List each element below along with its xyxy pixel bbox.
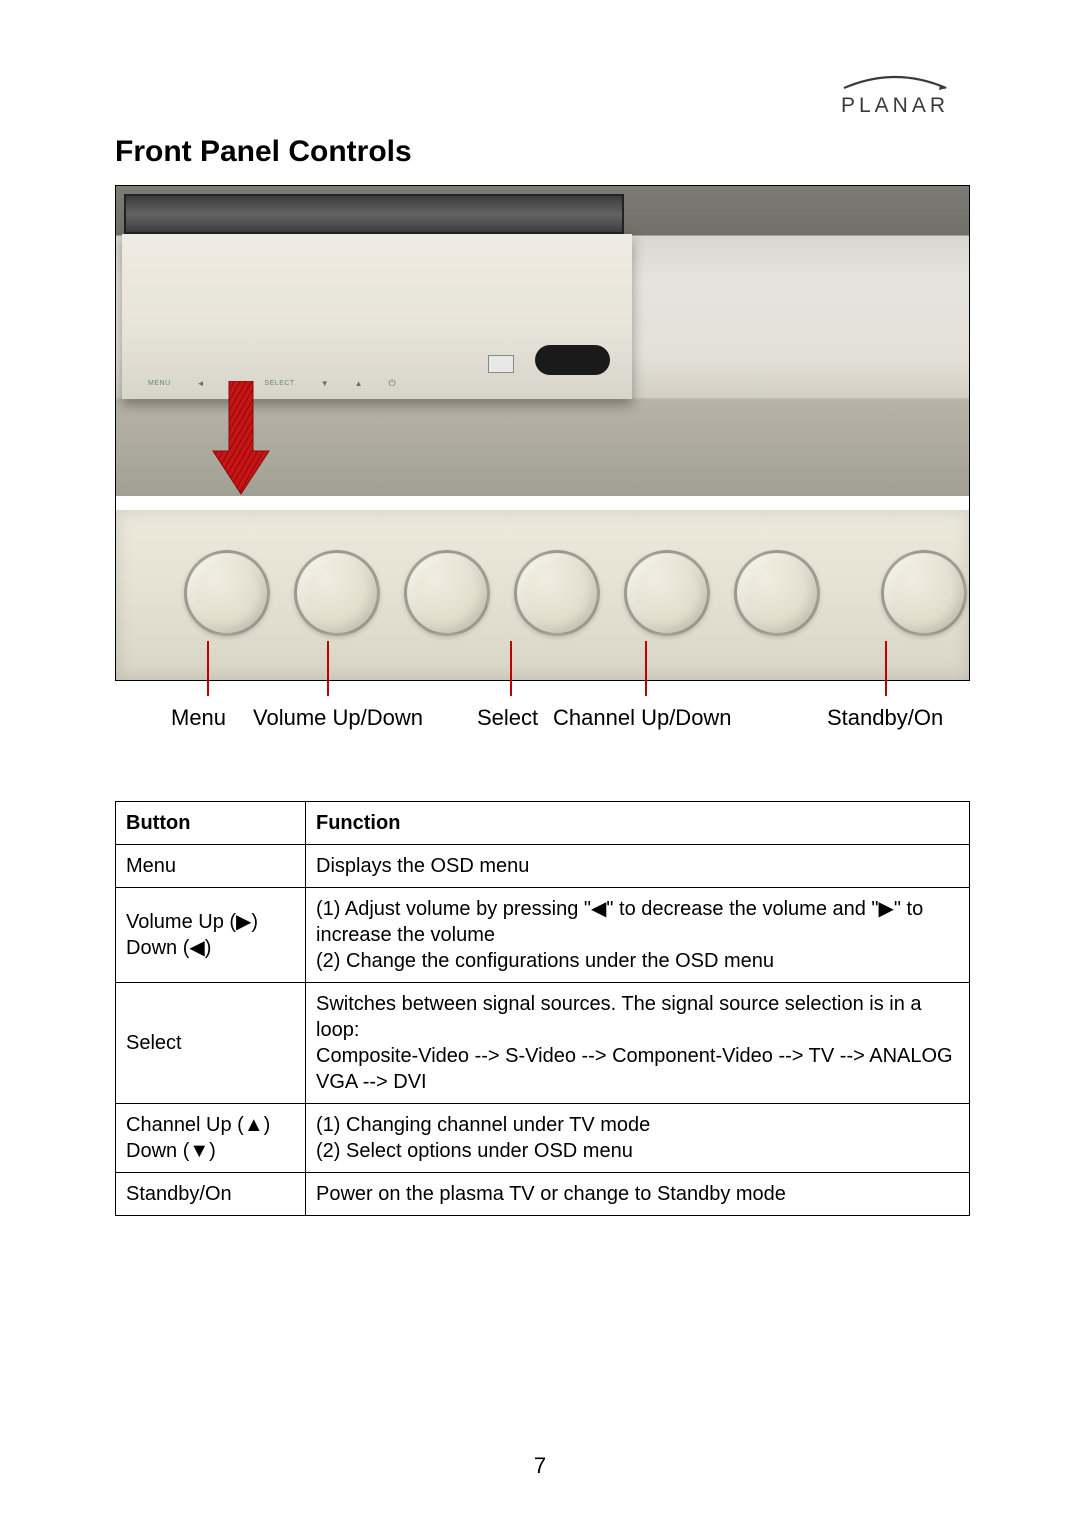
figure-container: MENU ◄ ► SELECT ▼ ▲ ⏻ xyxy=(115,185,970,681)
panel-button xyxy=(624,550,710,636)
buttons-closeup-photo xyxy=(116,510,969,680)
planar-swoosh-icon xyxy=(840,70,950,92)
function-table: Button Function MenuDisplays the OSD men… xyxy=(115,801,970,1216)
cell-button: Menu xyxy=(116,845,306,888)
table-header-function: Function xyxy=(306,802,970,845)
callout-label: Volume Up/Down xyxy=(253,705,423,731)
callout-line xyxy=(207,641,209,696)
attention-arrow-icon xyxy=(211,381,271,496)
callout-label: Select xyxy=(477,705,538,731)
callout-label: Menu xyxy=(171,705,226,731)
callout-line xyxy=(510,641,512,696)
cell-button: Channel Up (▲)Down (▼) xyxy=(116,1104,306,1173)
callout-line xyxy=(885,641,887,696)
callout-label: Standby/On xyxy=(827,705,943,731)
cell-function: Power on the plasma TV or change to Stan… xyxy=(306,1173,970,1216)
page-title: Front Panel Controls xyxy=(115,135,970,169)
table-row: Channel Up (▲)Down (▼)(1) Changing chann… xyxy=(116,1104,970,1173)
cell-function: (1) Adjust volume by pressing "◀" to dec… xyxy=(306,888,970,983)
panel-button xyxy=(514,550,600,636)
panel-button xyxy=(404,550,490,636)
cell-button: Volume Up (▶)Down (◀) xyxy=(116,888,306,983)
button-callouts: Menu Volume Up/Down Select Channel Up/Down S… xyxy=(115,681,970,771)
panel-button-strip: MENU ◄ ► SELECT ▼ ▲ ⏻ xyxy=(148,378,396,389)
ir-window xyxy=(535,345,610,375)
cell-function: Displays the OSD menu xyxy=(306,845,970,888)
cell-function: (1) Changing channel under TV mode(2) Se… xyxy=(306,1104,970,1173)
brand-name: PLANAR xyxy=(840,94,950,118)
page-number: 7 xyxy=(0,1453,1080,1479)
panel-button xyxy=(294,550,380,636)
panel-button xyxy=(734,550,820,636)
panel-button xyxy=(881,550,967,636)
cell-function: Switches between signal sources. The sig… xyxy=(306,983,970,1104)
cell-button: Standby/On xyxy=(116,1173,306,1216)
table-row: MenuDisplays the OSD menu xyxy=(116,845,970,888)
panel-button xyxy=(184,550,270,636)
callout-label: Channel Up/Down xyxy=(553,705,732,731)
table-row: Standby/OnPower on the plasma TV or chan… xyxy=(116,1173,970,1216)
callout-line xyxy=(645,641,647,696)
callout-line xyxy=(327,641,329,696)
table-row: SelectSwitches between signal sources. T… xyxy=(116,983,970,1104)
cell-button: Select xyxy=(116,983,306,1104)
device-overview-photo: MENU ◄ ► SELECT ▼ ▲ ⏻ xyxy=(116,186,969,496)
brand-logo: PLANAR xyxy=(840,70,950,118)
table-header-button: Button xyxy=(116,802,306,845)
table-row: Volume Up (▶)Down (◀)(1) Adjust volume b… xyxy=(116,888,970,983)
